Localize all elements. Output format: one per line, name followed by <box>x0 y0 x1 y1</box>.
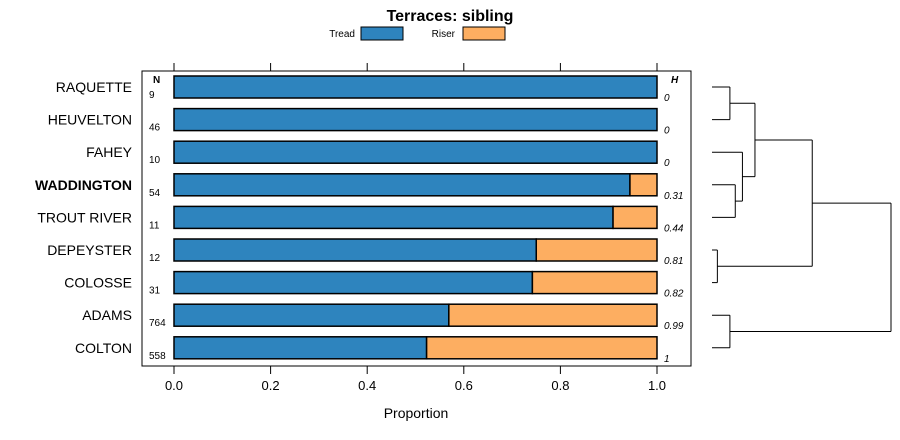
site-label: DEPEYSTER <box>47 242 132 258</box>
bar-row: ADAMS 764 0.99 <box>82 303 684 332</box>
x-tick-label: 0.4 <box>358 378 376 393</box>
n-value: 46 <box>149 123 161 134</box>
chart-title: Terraces: sibling <box>387 8 514 25</box>
n-value: 558 <box>149 351 166 362</box>
riser-bar <box>531 270 658 295</box>
riser-bar <box>535 238 658 262</box>
h-column-header: H <box>671 75 679 86</box>
n-value: 764 <box>149 318 166 329</box>
h-value: 0 <box>664 158 670 169</box>
plot-frame <box>141 70 692 367</box>
x-tick-label: 0.2 <box>262 378 280 393</box>
riser-bar <box>448 303 658 327</box>
tread-bar <box>173 270 534 295</box>
x-tick-label: 0.6 <box>455 378 473 393</box>
h-value: 1 <box>664 354 670 365</box>
n-value: 11 <box>149 220 160 231</box>
top-axis-ticks <box>173 63 658 71</box>
riser-bar <box>612 205 658 230</box>
bar-row: WADDINGTON 54 0.31 <box>35 173 683 202</box>
tread-bar <box>173 140 658 164</box>
site-label: HEUVELTON <box>48 112 132 128</box>
bar-row: TROUT RIVER 11 0.44 <box>37 205 684 234</box>
site-label: ADAMS <box>82 307 132 323</box>
h-value: 0.99 <box>664 321 684 332</box>
legend-swatch-tread <box>360 26 404 41</box>
site-label: COLOSSE <box>64 275 132 291</box>
site-label: FAHEY <box>86 144 133 160</box>
bar-row: HEUVELTON 46 0 <box>48 107 670 137</box>
tread-bar <box>173 336 428 360</box>
tread-bar <box>173 238 537 262</box>
n-value: 54 <box>149 188 161 199</box>
legend-label-tread: Tread <box>329 29 355 40</box>
dendrogram <box>712 86 892 349</box>
h-value: 0.81 <box>664 256 683 267</box>
riser-bar <box>629 173 658 197</box>
bar-rows: RAQUETTE 9 0 HEUVELTON 46 0 FAHEY 10 0 WADDINGTON… <box>35 75 684 365</box>
tread-bar <box>173 107 658 132</box>
legend-swatch-riser <box>462 26 506 41</box>
riser-bar <box>425 336 658 360</box>
tread-bar <box>173 303 450 327</box>
bar-row: COLTON 558 1 <box>75 336 670 365</box>
h-value: 0 <box>664 126 670 137</box>
h-value: 0.82 <box>664 289 684 300</box>
x-tick-label: 0.0 <box>165 378 183 393</box>
site-label: TROUT RIVER <box>37 209 132 225</box>
x-axis-label: Proportion <box>384 405 449 421</box>
bar-row: DEPEYSTER 12 0.81 <box>47 238 683 267</box>
site-label: COLTON <box>75 340 132 356</box>
site-label: WADDINGTON <box>35 177 132 193</box>
h-value: 0 <box>664 93 670 104</box>
bar-row: COLOSSE 31 0.82 <box>64 270 684 300</box>
bar-row: FAHEY 10 0 <box>86 140 670 169</box>
tread-bar <box>173 173 631 197</box>
x-axis: 0.0 0.2 0.4 0.6 0.8 1.0 <box>165 366 666 393</box>
tread-bar <box>173 75 658 99</box>
tread-bar <box>173 205 614 230</box>
site-label: RAQUETTE <box>56 79 132 95</box>
x-tick-label: 0.8 <box>551 378 569 393</box>
bar-row: RAQUETTE 9 0 <box>56 75 670 104</box>
legend: Tread Riser <box>329 26 506 41</box>
h-value: 0.31 <box>664 191 683 202</box>
n-value: 31 <box>149 286 161 297</box>
legend-label-riser: Riser <box>432 29 456 40</box>
h-value: 0.44 <box>664 223 684 234</box>
n-column-header: N <box>153 75 160 86</box>
n-value: 9 <box>149 90 155 101</box>
n-value: 12 <box>149 253 161 264</box>
n-value: 10 <box>149 155 161 166</box>
x-tick-label: 1.0 <box>648 378 666 393</box>
